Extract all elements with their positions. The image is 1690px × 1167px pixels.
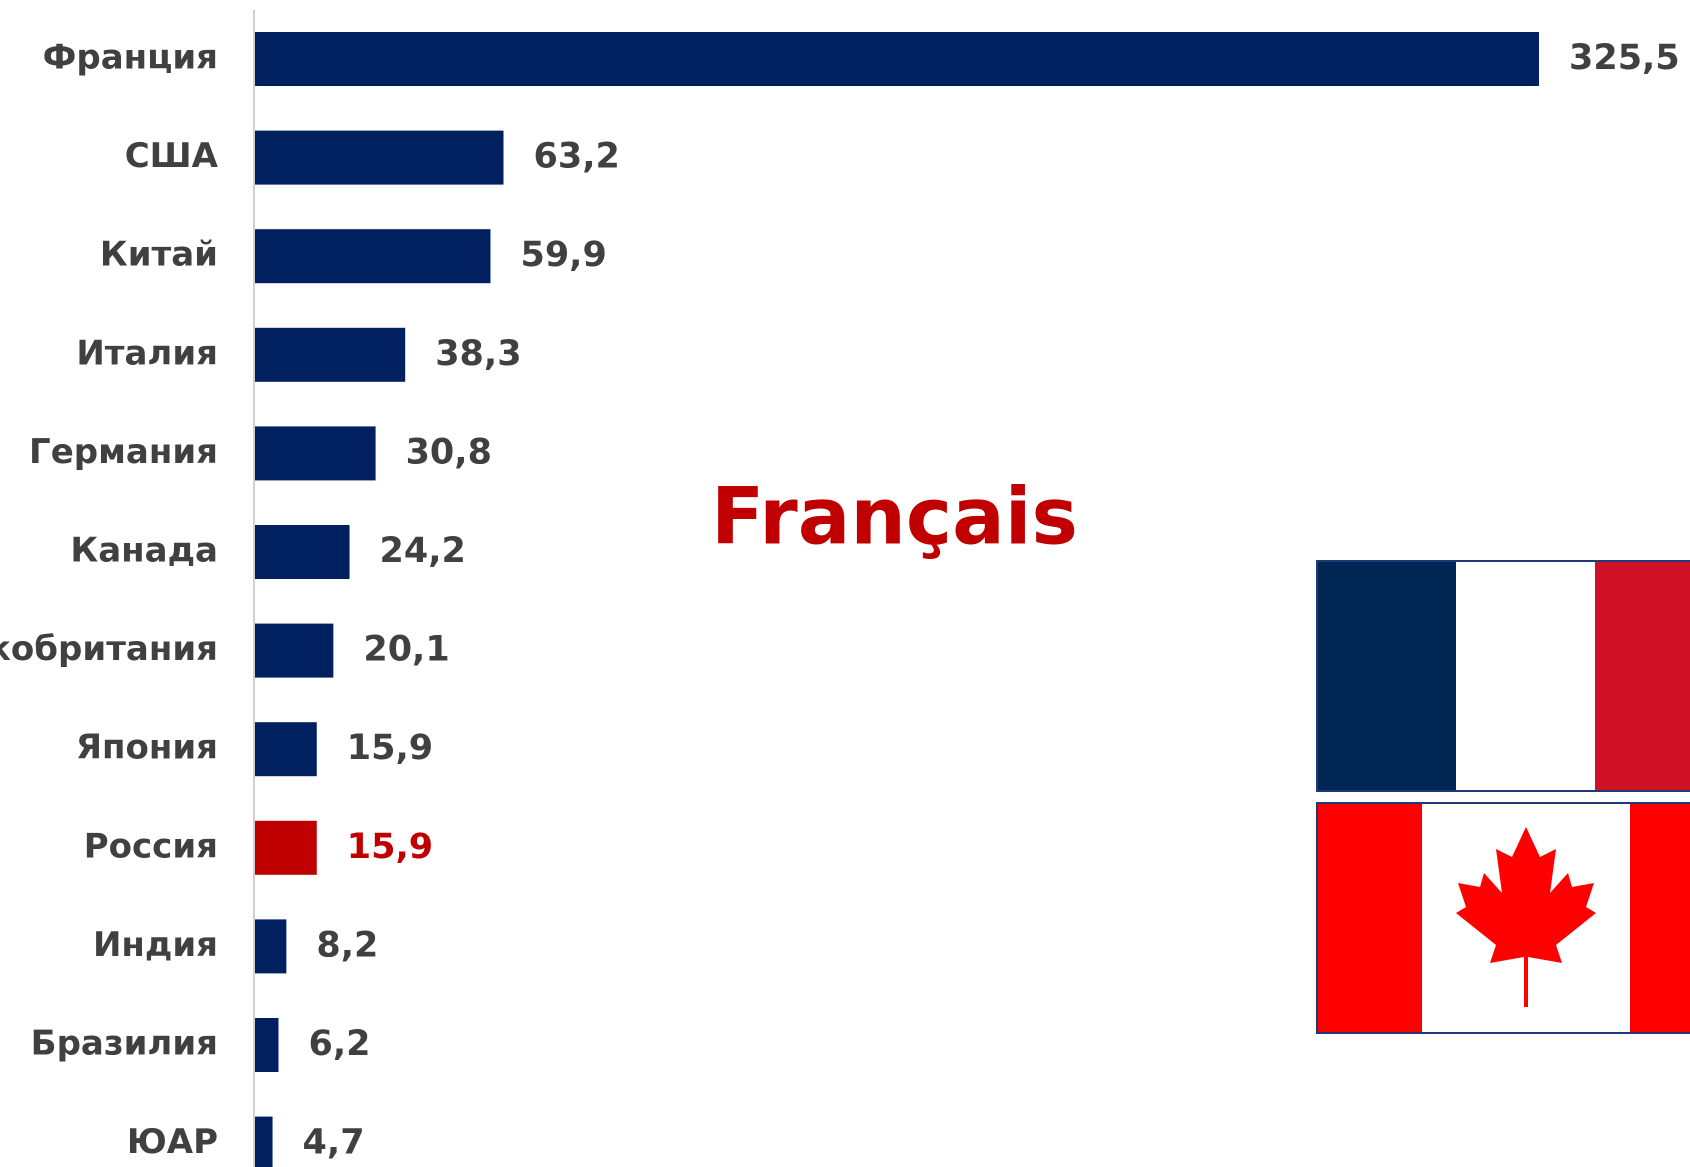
- data-label: 6,2: [308, 1024, 370, 1064]
- category-label: Индия: [93, 925, 218, 965]
- data-label: 15,9: [347, 827, 433, 867]
- category-label: Германия: [29, 432, 218, 472]
- category-label: Китай: [100, 235, 218, 275]
- category-label: Россия: [84, 826, 218, 866]
- canada-flag: [1316, 802, 1690, 1034]
- data-label: 15,9: [347, 728, 433, 768]
- data-label: 24,2: [380, 531, 466, 571]
- data-label: 38,3: [435, 334, 521, 374]
- bar: [255, 623, 334, 678]
- data-label: 30,8: [406, 432, 492, 472]
- category-label: Италия: [76, 333, 218, 373]
- category-label: Франция: [43, 38, 218, 78]
- bar: [255, 1018, 279, 1072]
- data-label: 20,1: [363, 630, 449, 670]
- bar: [255, 722, 317, 777]
- category-label: Великобритания: [0, 629, 218, 669]
- annotation: Français: [711, 472, 1078, 562]
- bar: [255, 130, 504, 185]
- bar: [255, 327, 406, 382]
- france-flag: [1316, 560, 1690, 792]
- bar: [255, 426, 376, 481]
- bar: [255, 525, 350, 579]
- category-label: США: [125, 136, 219, 176]
- bar: [255, 32, 1539, 86]
- category-label: Бразилия: [31, 1024, 218, 1064]
- bar: [255, 919, 287, 974]
- category-label: ЮАР: [127, 1122, 218, 1162]
- bar: [255, 820, 317, 875]
- data-label: 59,9: [520, 235, 606, 275]
- category-label: Япония: [76, 728, 218, 768]
- bar: [255, 229, 491, 284]
- data-label: 4,7: [303, 1123, 365, 1163]
- category-label: Канада: [70, 531, 218, 571]
- data-label: 8,2: [316, 925, 378, 965]
- data-label: 325,5: [1569, 38, 1680, 78]
- data-label: 63,2: [533, 137, 619, 177]
- bar: [255, 1116, 273, 1167]
